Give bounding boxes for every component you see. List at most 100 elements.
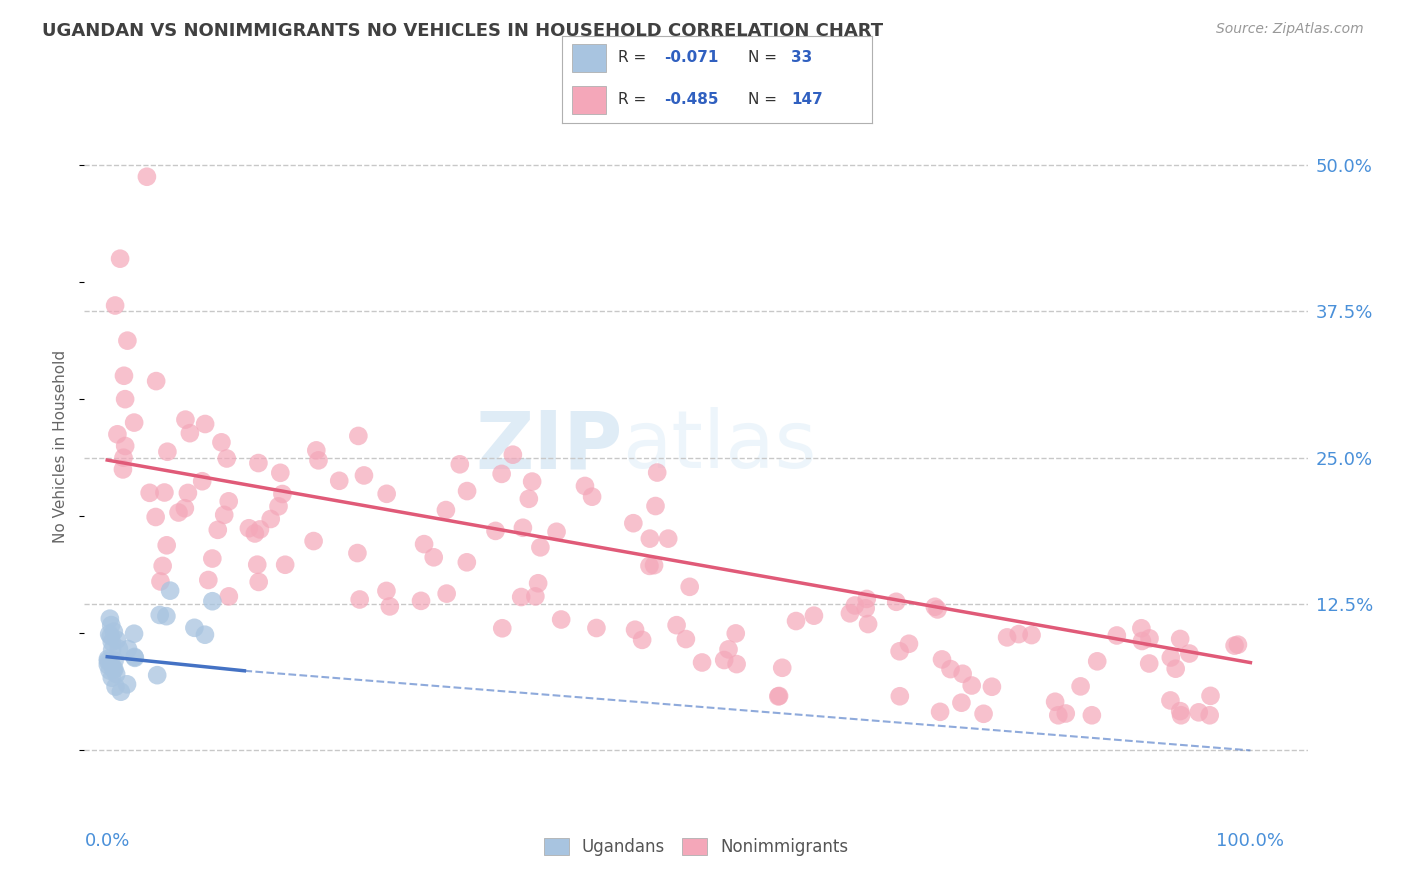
Text: 33: 33 [792, 51, 813, 65]
Point [103, 624, 125, 639]
Point [108, 641, 131, 656]
Point [931, 652, 953, 666]
Point [675, 632, 697, 646]
Point [197, 573, 219, 587]
Point [209, 435, 232, 450]
Point [124, 649, 146, 664]
Point [502, 448, 524, 462]
Point [770, 661, 793, 675]
Point [929, 705, 952, 719]
Point [98, 627, 121, 641]
Point [1198, 708, 1220, 723]
Point [1139, 632, 1161, 646]
Point [194, 417, 217, 431]
Point [517, 491, 540, 506]
Point [855, 601, 877, 615]
Point [1137, 657, 1160, 671]
Text: N =: N = [748, 93, 782, 107]
Point [105, 667, 128, 681]
Point [159, 583, 181, 598]
Point [104, 680, 127, 694]
Point [884, 595, 907, 609]
Text: -0.071: -0.071 [665, 51, 718, 65]
Point [349, 592, 371, 607]
Point [768, 689, 790, 703]
Text: ZIP: ZIP [475, 407, 623, 485]
Point [302, 534, 325, 549]
Point [305, 443, 328, 458]
Point [138, 485, 160, 500]
Point [1085, 654, 1108, 668]
Point [1188, 706, 1211, 720]
Point [1130, 621, 1153, 635]
Text: N =: N = [748, 51, 782, 65]
Point [1021, 628, 1043, 642]
Point [973, 706, 995, 721]
Text: R =: R = [619, 93, 651, 107]
Point [112, 368, 135, 383]
Point [101, 635, 124, 649]
Point [117, 642, 139, 657]
Point [1047, 708, 1070, 723]
Point [274, 558, 297, 572]
Point [110, 684, 132, 698]
Point [271, 487, 294, 501]
Point [246, 558, 269, 572]
Point [378, 599, 401, 614]
Point [353, 468, 375, 483]
Point [713, 653, 735, 667]
Point [679, 580, 702, 594]
Point [105, 632, 128, 647]
Point [924, 599, 946, 614]
Point [1160, 650, 1182, 665]
Point [1081, 708, 1104, 723]
Point [527, 576, 550, 591]
Point [643, 558, 665, 573]
Point [152, 558, 174, 573]
Point [638, 532, 661, 546]
Point [146, 668, 169, 682]
Point [108, 252, 131, 266]
Point [855, 591, 877, 606]
Point [621, 516, 644, 531]
Point [308, 453, 330, 467]
Point [111, 462, 134, 476]
Point [97, 652, 120, 666]
Point [803, 608, 825, 623]
Point [1168, 632, 1191, 646]
Text: UGANDAN VS NONIMMIGRANTS NO VEHICLES IN HOUSEHOLD CORRELATION CHART: UGANDAN VS NONIMMIGRANTS NO VEHICLES IN … [42, 22, 883, 40]
Point [149, 574, 172, 589]
Point [135, 169, 157, 184]
Point [995, 631, 1018, 645]
Point [249, 523, 271, 537]
Point [174, 412, 197, 426]
Point [97, 654, 120, 668]
Point [238, 521, 260, 535]
Point [267, 500, 290, 514]
Point [117, 334, 139, 348]
FancyBboxPatch shape [572, 86, 606, 114]
Point [512, 521, 534, 535]
Point [456, 555, 478, 569]
Point [980, 680, 1002, 694]
Point [1226, 638, 1249, 652]
Point [550, 613, 572, 627]
Point [1168, 704, 1191, 718]
Point [215, 451, 238, 466]
Text: -0.485: -0.485 [665, 93, 718, 107]
Point [122, 626, 145, 640]
Point [153, 485, 176, 500]
FancyBboxPatch shape [572, 44, 606, 72]
Point [191, 474, 214, 488]
Point [422, 550, 444, 565]
Point [122, 416, 145, 430]
Point [156, 444, 179, 458]
Point [1164, 662, 1187, 676]
Point [1159, 693, 1181, 707]
Point [201, 594, 224, 608]
Point [218, 590, 240, 604]
Point [328, 474, 350, 488]
Point [101, 671, 124, 685]
Point [112, 450, 135, 465]
Point [243, 526, 266, 541]
